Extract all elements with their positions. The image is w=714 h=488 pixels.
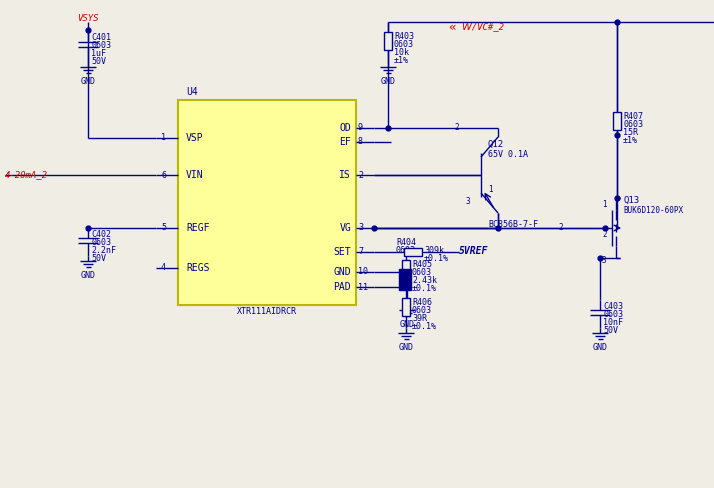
Text: 1uF: 1uF [91,49,106,58]
Text: 309k: 309k [424,246,444,255]
Text: OD: OD [339,123,351,133]
Text: XTR111AIDRCR: XTR111AIDRCR [237,307,297,316]
Text: 4-20mA_2: 4-20mA_2 [5,170,48,180]
Text: Q13: Q13 [623,196,639,205]
Text: 0603: 0603 [396,246,416,255]
Text: «: « [448,20,456,34]
Text: 3: 3 [465,197,470,206]
Text: 10k: 10k [394,48,409,57]
Text: SET: SET [333,247,351,257]
Text: 0603: 0603 [623,120,643,129]
Text: GND: GND [593,343,608,352]
Text: 0603: 0603 [603,310,623,319]
Text: R403: R403 [394,32,414,41]
Text: 10: 10 [358,267,368,277]
Text: 0603: 0603 [91,41,111,50]
Text: REGF: REGF [186,223,209,233]
Text: VSYS: VSYS [77,14,99,23]
Text: VSP: VSP [186,133,203,143]
Text: GND: GND [81,271,96,280]
Text: 2.43k: 2.43k [412,276,437,285]
Text: 4: 4 [161,264,166,272]
Text: 1: 1 [602,200,607,209]
Text: 50V: 50V [91,57,106,66]
Text: GND: GND [381,77,396,86]
Text: ±1%: ±1% [623,136,638,145]
Bar [402,298,410,316]
Text: 0603: 0603 [412,268,432,277]
Text: 3: 3 [358,224,363,232]
Text: R406: R406 [412,298,432,307]
Text: ±0.1%: ±0.1% [412,322,437,331]
Text: 2: 2 [558,223,563,232]
Text: R405: R405 [412,260,432,269]
Text: 2: 2 [454,123,458,132]
Text: IS: IS [339,170,351,180]
Bar [402,260,410,278]
Text: 11: 11 [358,283,368,291]
Text: 50V: 50V [91,254,106,263]
Text: 15R: 15R [623,128,638,137]
Text: 1: 1 [488,185,493,194]
Text: R404: R404 [396,238,416,247]
Bar [404,248,422,256]
Text: 2: 2 [602,230,607,239]
Text: 7: 7 [358,247,363,257]
Bar [399,269,411,290]
Text: ±0.1%: ±0.1% [424,254,449,263]
Text: GND: GND [398,343,413,352]
Text: C401: C401 [91,33,111,42]
Text: 6: 6 [161,170,166,180]
Text: 8: 8 [358,138,363,146]
Text: VG: VG [339,223,351,233]
Bar [178,100,356,305]
Text: BC856B-7-F: BC856B-7-F [488,220,538,229]
Text: 2.2nF: 2.2nF [91,246,116,255]
Text: 5: 5 [161,224,166,232]
Text: 3: 3 [602,256,607,265]
Text: 50V: 50V [603,326,618,335]
Text: BUK6D120-60PX: BUK6D120-60PX [623,206,683,215]
Text: 0603: 0603 [394,40,414,49]
Text: 0603: 0603 [412,306,432,315]
Text: EF: EF [339,137,351,147]
Text: U4: U4 [186,87,198,97]
Text: 39R: 39R [412,314,427,323]
Text: Q12: Q12 [488,140,504,149]
Text: GND: GND [81,77,96,86]
Bar [384,32,392,50]
Bar [613,112,621,130]
Text: REGS: REGS [186,263,209,273]
Text: 9: 9 [358,123,363,133]
Text: 10nF: 10nF [603,318,623,327]
Text: R407: R407 [623,112,643,121]
Text: 2: 2 [358,170,363,180]
Text: 0603: 0603 [91,238,111,247]
Text: VV/VC#_2: VV/VC#_2 [461,22,504,32]
Text: C403: C403 [603,302,623,311]
Text: 5VREF: 5VREF [459,246,488,256]
Text: VIN: VIN [186,170,203,180]
Text: C402: C402 [91,230,111,239]
Text: 1: 1 [161,134,166,142]
Text: PAD: PAD [333,282,351,292]
Text: GND: GND [333,267,351,277]
Text: GND: GND [400,320,415,329]
Text: 65V 0.1A: 65V 0.1A [488,150,528,159]
Text: ±0.1%: ±0.1% [412,284,437,293]
Text: ±1%: ±1% [394,56,409,65]
